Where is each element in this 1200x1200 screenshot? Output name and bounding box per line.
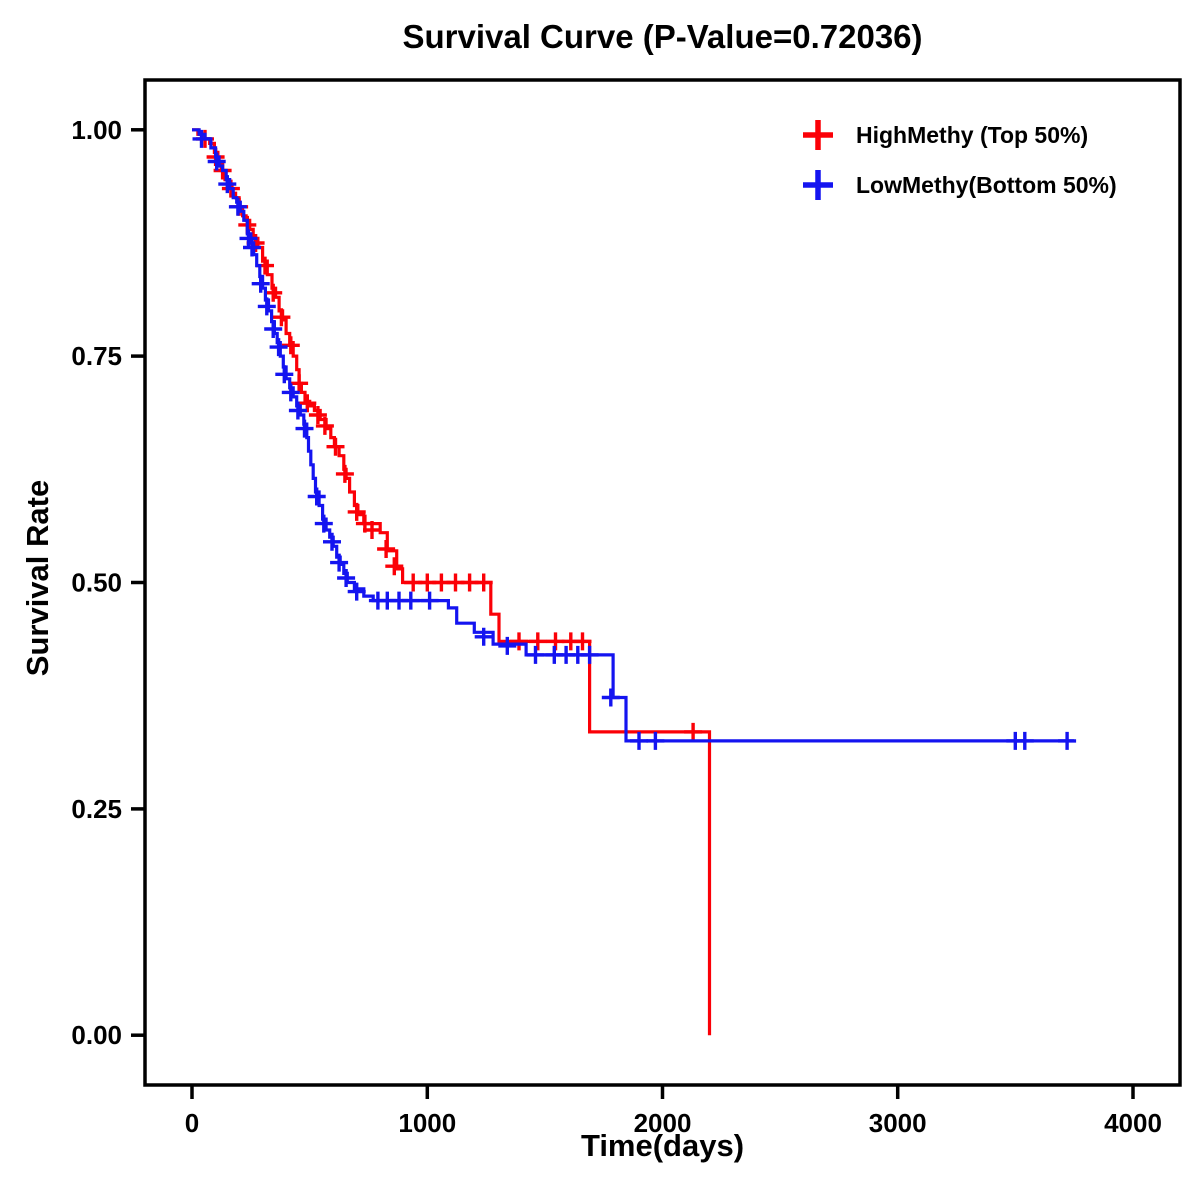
censor-mark [337,569,356,587]
censor-mark [498,636,517,655]
censor-mark [308,406,327,424]
censor-mark [401,591,420,610]
x-tick-label: 4000 [1104,1108,1162,1138]
censor-mark [330,553,349,572]
legend: HighMethy (Top 50%) LowMethy(Bottom 50%) [800,110,1117,210]
censor-mark [580,645,599,664]
censor-mark [601,688,620,707]
censor-mark [1015,731,1034,750]
y-tick-label: 1.00 [71,115,122,145]
x-tick-label: 2000 [634,1108,692,1138]
censor-mark [298,394,317,413]
x-tick-label: 0 [185,1108,199,1138]
censor-mark [307,487,326,506]
plus-marker-icon [803,120,833,150]
censor-mark [251,274,270,293]
censor-mark [630,731,648,750]
censor-mark [323,532,341,551]
censor-mark [290,374,309,393]
censor-mark [385,557,404,576]
censor-mark [347,582,366,601]
censor-mark [281,336,300,355]
plus-marker-icon [803,170,833,200]
censor-mark [526,645,545,664]
censor-mark [326,437,345,456]
censor-mark [288,401,307,420]
x-tick-label: 3000 [869,1108,927,1138]
legend-item-lowmethy: LowMethy(Bottom 50%) [800,160,1117,210]
y-tick-label: 0.00 [71,1020,122,1050]
censor-mark [420,591,439,610]
plus-marker-glyph [803,170,833,200]
censor-mark [1058,731,1077,750]
censor-mark [347,502,366,521]
censor-mark [264,320,283,338]
censor-mark [315,416,334,435]
censor-mark [264,283,283,302]
censor-mark [269,338,288,357]
censor-mark [510,632,528,651]
censor-mark [243,238,261,257]
censor-mark [192,129,211,148]
y-tick-label: 0.50 [71,568,122,598]
censor-mark [684,722,703,741]
x-axis-label: Time(days) [580,1128,745,1163]
censor-mark [295,419,314,438]
censor-mark [257,297,276,316]
censor-mark [363,521,381,539]
chart-title: Survival Curve (P-Value=0.72036) [402,18,923,55]
censor-mark [281,383,300,402]
censor-mark [335,464,354,483]
censor-mark [275,365,294,384]
censor-mark [239,229,258,248]
x-tick-label: 1000 [398,1108,456,1138]
y-axis-label: Survival Rate [20,479,55,677]
censor-mark [207,152,226,171]
plus-marker-glyph [803,120,833,150]
censor-mark [377,540,396,558]
legend-label-lowmethy: LowMethy(Bottom 50%) [856,171,1117,198]
series-line-1 [192,128,1075,743]
censor-mark [314,514,333,533]
censor-mark [573,632,592,651]
censor-mark [474,627,493,646]
censor-mark [646,731,665,750]
censor-mark [218,175,237,194]
censor-mark [272,308,291,327]
y-tick-label: 0.75 [71,341,122,371]
legend-item-highmethy: HighMethy (Top 50%) [800,110,1117,160]
censor-mark [228,197,247,216]
censor-mark [474,573,493,592]
y-tick-label: 0.25 [71,794,122,824]
plot-frame [143,78,1182,1087]
censor-mark [528,632,547,651]
legend-label-highmethy: HighMethy (Top 50%) [856,121,1089,148]
